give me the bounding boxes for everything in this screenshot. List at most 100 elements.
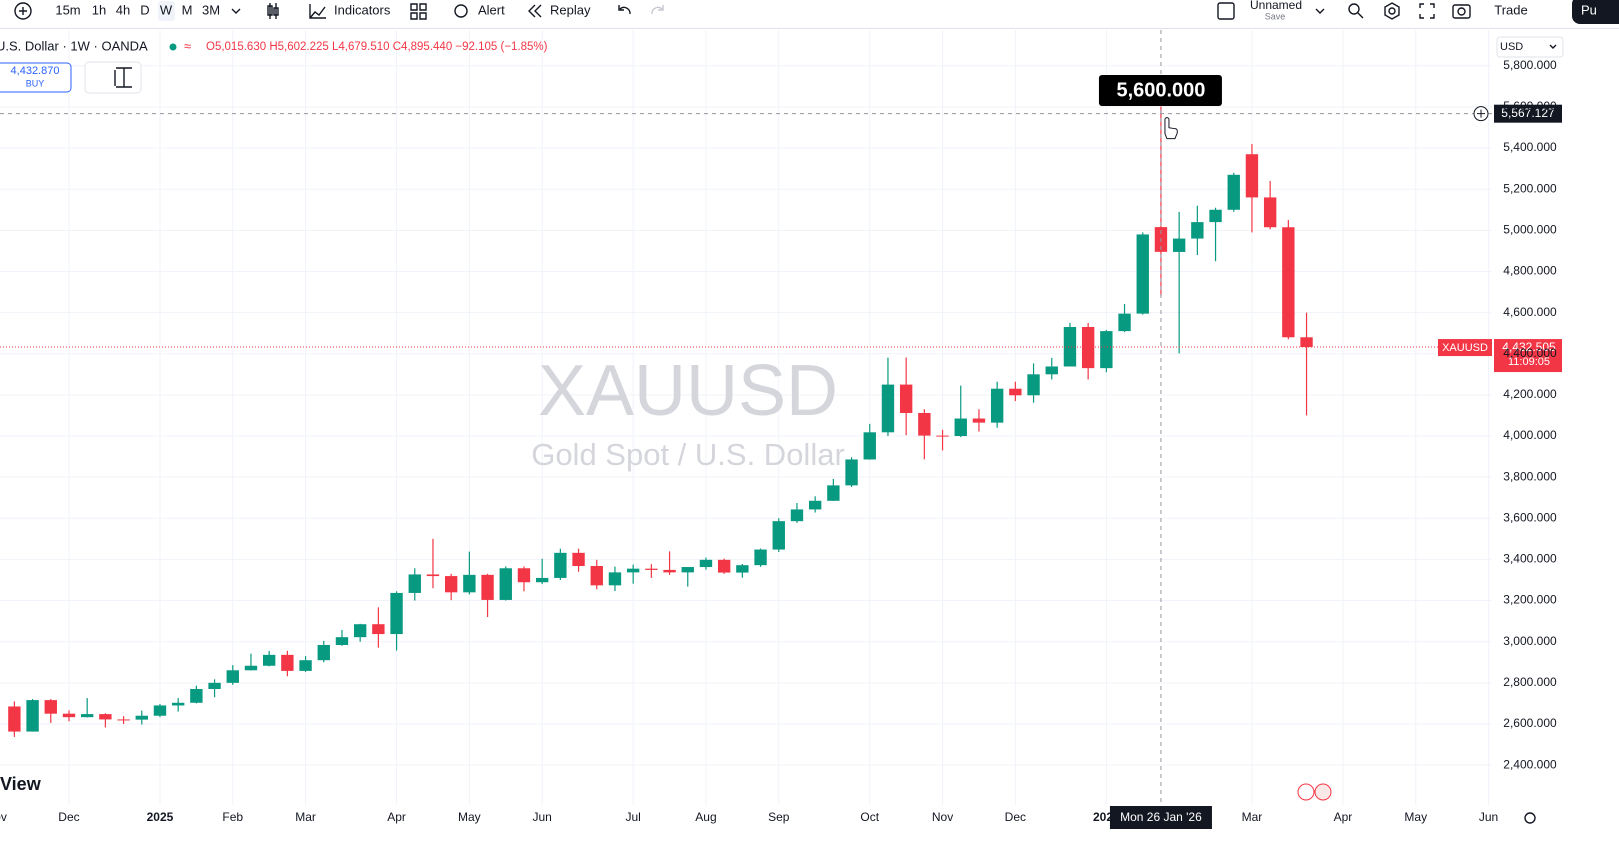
interval[interactable]: D	[140, 2, 149, 17]
trade[interactable]: Trade	[1494, 2, 1527, 17]
crosshair-date: Mon 26 Jan '26	[1120, 810, 1202, 824]
crosshair-date-box	[1109, 806, 1212, 829]
candle-body	[1027, 374, 1040, 396]
axis-settings[interactable]	[1524, 812, 1536, 824]
candle-body	[62, 713, 76, 718]
logo[interactable]: View	[0, 774, 42, 794]
replay[interactable]: Replay	[550, 2, 591, 17]
indicators[interactable]: Indicators	[334, 2, 391, 17]
interval-active-bg	[158, 1, 175, 21]
buy-price[interactable]: 4,432.870	[11, 65, 60, 77]
candle-body	[772, 521, 785, 550]
candle-body	[990, 388, 1004, 423]
candle-body	[972, 418, 986, 423]
snapshot[interactable]	[1452, 4, 1471, 19]
redo[interactable]	[651, 5, 664, 15]
candle-body	[1009, 388, 1022, 396]
save[interactable]: Save	[1265, 11, 1286, 21]
symbol[interactable]: U.S. Dollar · 1W · OANDA	[0, 38, 148, 53]
interval[interactable]: 3M	[202, 2, 220, 17]
fullscreen[interactable]	[1419, 3, 1435, 19]
templates[interactable]	[410, 3, 427, 20]
y-tick-label: 4,000.000	[1503, 428, 1557, 442]
buy-label[interactable]: BUY	[26, 78, 45, 88]
candle-body	[808, 500, 822, 510]
y-tick-label: 4,800.000	[1503, 264, 1557, 278]
candle-body	[1227, 174, 1240, 210]
layout-menu[interactable]	[1315, 8, 1325, 14]
candle-body	[390, 592, 403, 635]
search-icon[interactable]	[1348, 3, 1360, 15]
layout-icon[interactable]	[1217, 2, 1235, 20]
y-tick-label: 3,200.000	[1503, 593, 1557, 607]
candle-body	[517, 568, 531, 583]
interval[interactable]: M	[182, 2, 193, 17]
settings[interactable]	[1384, 2, 1400, 20]
candle-body	[299, 660, 312, 671]
candle-body	[572, 552, 585, 567]
candle-body	[153, 705, 167, 716]
ruler-icon[interactable]	[114, 67, 132, 88]
x-tick-label: Oct	[860, 810, 879, 824]
ohlc-change: −92.105 (−1.85%)	[455, 41, 547, 53]
indicators-icon[interactable]	[309, 4, 326, 19]
candle-body	[954, 418, 967, 437]
publish-button[interactable]	[1572, 0, 1619, 24]
candle-body	[1100, 331, 1113, 369]
interval[interactable]: W	[160, 2, 173, 17]
candle-body	[899, 384, 913, 413]
grid	[0, 30, 1492, 805]
candle-body	[426, 574, 440, 577]
candle-body	[626, 568, 640, 573]
flag-icon[interactable]	[1314, 783, 1332, 801]
chart-type[interactable]	[267, 3, 279, 19]
candle-body	[208, 682, 221, 689]
market-open	[169, 43, 177, 51]
publish[interactable]: Pu	[1581, 2, 1597, 17]
x-tick-label: Nov	[0, 810, 7, 824]
candle-body	[262, 654, 276, 666]
currency[interactable]: USD	[1500, 41, 1523, 53]
candle-body	[717, 559, 731, 573]
ohlc-legend: O5,015.630 H5,602.225 L4,679.510 C4,895.…	[206, 41, 548, 53]
alert-icon[interactable]	[454, 4, 468, 18]
y-tick-label: 3,400.000	[1503, 552, 1557, 566]
candle-body	[281, 654, 294, 671]
undo[interactable]	[618, 5, 631, 15]
x-tick-label: Mar	[1242, 810, 1263, 824]
status: ≈	[184, 38, 191, 53]
candle-body	[117, 719, 130, 721]
interval[interactable]: 4h	[116, 2, 130, 17]
x-tick-label: Jul	[625, 810, 640, 824]
candle-body	[681, 567, 694, 573]
y-tick-label: 5,000.000	[1503, 223, 1557, 237]
x-tick-label: Nov	[932, 810, 953, 824]
last-price-label: 4,432.505	[1502, 340, 1556, 354]
alert[interactable]: Alert	[478, 2, 505, 17]
candles	[8, 106, 1313, 737]
candle-body	[26, 700, 39, 732]
x-tick-label: Jun	[1479, 810, 1498, 824]
y-tick-label: 5,200.000	[1503, 181, 1557, 195]
y-tick-label: 4,600.000	[1503, 305, 1557, 319]
layout-name[interactable]: Unnamed	[1250, 0, 1302, 12]
candle-body	[1282, 227, 1295, 338]
currency-box[interactable]	[1496, 36, 1564, 58]
candle-body	[1118, 313, 1131, 332]
candle-body	[535, 577, 549, 583]
interval[interactable]: 1h	[92, 2, 106, 17]
buy-button[interactable]	[0, 62, 72, 93]
candle-body	[918, 412, 931, 436]
x-tick-label: 2026	[1093, 810, 1120, 824]
snapshot-lens	[1457, 7, 1466, 16]
x-tick-label: Dec	[1005, 810, 1026, 824]
replay-icon[interactable]	[528, 4, 542, 18]
add-icon	[19, 7, 27, 15]
countdown: 11:09:05	[1508, 356, 1550, 368]
interval[interactable]: 15m	[55, 2, 80, 17]
interval-menu[interactable]	[231, 8, 241, 14]
news-icon[interactable]	[1297, 783, 1315, 801]
currency-menu	[1549, 44, 1557, 49]
add-symbol[interactable]	[14, 2, 32, 20]
ohlc-open: O5,015.630	[206, 41, 266, 53]
